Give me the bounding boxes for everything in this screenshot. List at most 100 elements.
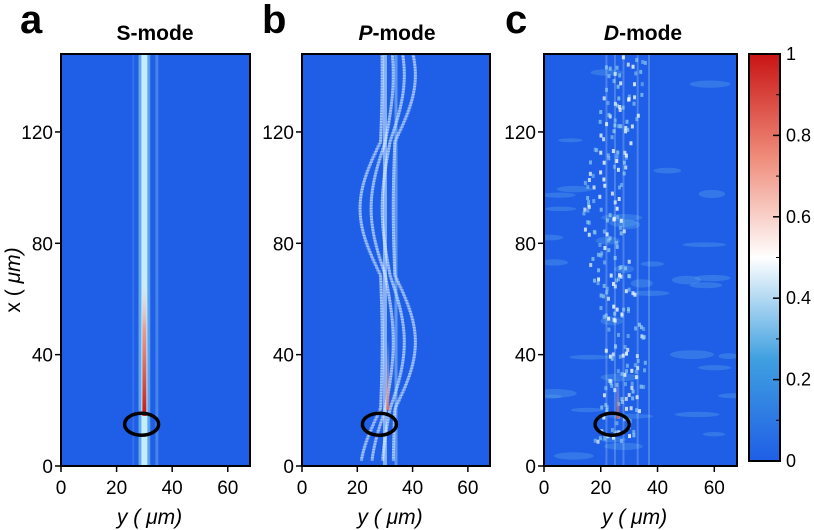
beam-segment [391,448,395,453]
beam-segment [366,245,370,250]
speckle [634,326,638,331]
speckle [627,97,631,102]
beam-segment [412,324,416,329]
speckle [617,273,621,278]
input-spot-ellipse [360,411,399,437]
speckle [593,438,597,443]
speckle [613,123,617,128]
beam-segment [391,61,395,66]
beam-segment [400,96,404,101]
speckle [598,119,602,124]
beam-segment [387,270,391,275]
beam-segment [380,77,384,82]
y-tick-label: 120 [21,123,53,144]
beam-segment [370,224,374,229]
speckle [622,229,626,234]
speckle [607,327,611,332]
beam-segment [392,232,396,237]
speckle [607,316,611,321]
beam-segment [380,75,384,79]
beam-segment [391,454,395,459]
beam-segment [393,408,397,413]
beam-segment [390,278,394,283]
beam-segment [359,196,363,201]
speckle [589,263,593,268]
speckle [629,141,633,146]
speckle [624,129,628,134]
speckle [553,452,594,460]
speckle [626,347,630,352]
speckle [626,307,630,312]
beam-segment [392,253,396,258]
speckle [583,207,587,212]
panel-label-c: c [505,0,527,42]
beam-segment [413,61,417,66]
speckle [689,282,723,289]
beam-segment [395,118,399,123]
beam-segment [412,58,416,63]
speckle [631,389,635,394]
speckle [609,380,613,385]
beam-segment [390,96,394,101]
beam-segment [400,313,404,318]
speckle [593,230,597,235]
input-spot-ellipse [122,411,161,437]
beam-segment [401,94,405,98]
beam-segment [376,429,380,434]
speckle [602,96,606,101]
beam-segment [380,213,384,218]
beam-segment [369,427,373,432]
speckle [602,137,606,142]
beam-segment [402,386,406,391]
beam-segment [380,378,384,383]
speckle [615,278,619,283]
beam-segment [360,188,364,193]
beam-segment [392,153,396,158]
beam-segment [380,375,384,380]
speckle [619,274,623,279]
beam-segment [392,237,396,242]
x-axis-label: y ( μm) [115,506,182,529]
speckle [628,274,632,279]
speckle [674,411,720,418]
beam-segment [390,54,394,58]
beam-segment [371,451,375,456]
speckle [605,405,609,410]
beam-segment [408,370,412,375]
beam-segment [408,104,412,109]
beam-segment [391,218,395,223]
beam-segment [380,343,384,348]
speckle [610,356,614,361]
beam-segment [380,69,384,74]
beam-segment [380,202,384,207]
speckle [587,232,591,237]
speckle [615,159,619,164]
beam-segment [375,245,379,250]
beam-segment [364,172,368,177]
beam-segment [376,251,380,256]
beam-segment [379,386,383,391]
beam-segment [390,134,394,139]
beam-segment [386,289,390,294]
beam-segment [395,294,399,299]
y-tick-label: 80 [515,234,536,255]
beam-segment [393,145,397,150]
beam-segment [379,297,383,302]
beam-segment [372,180,376,185]
beam-segment [365,169,369,174]
beam-segment [391,327,395,331]
beam-segment [390,367,394,372]
speckle [604,313,608,318]
beam-segment [379,402,383,407]
beam-segment [402,329,406,334]
beam-segment [391,186,395,191]
beam-segment [412,354,416,359]
beam-segment [380,110,384,115]
beam-segment [393,289,397,294]
beam-segment [413,335,417,340]
speckle [610,428,614,433]
beam-segment [380,99,384,104]
beam-segment [376,161,380,166]
beam-segment [373,443,377,448]
beam-segment [389,137,393,142]
